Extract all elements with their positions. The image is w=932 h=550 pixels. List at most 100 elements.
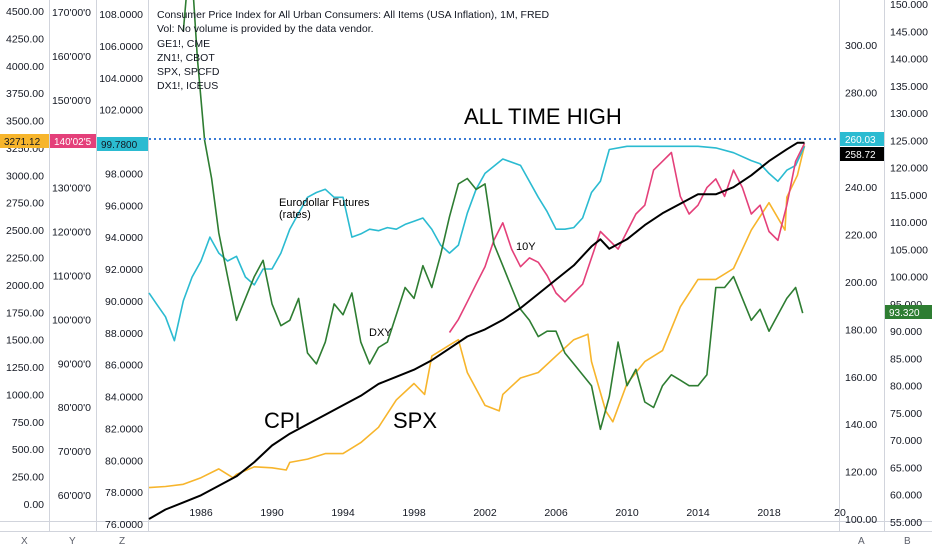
cpi-line bbox=[148, 141, 805, 520]
cpi-axis-tick: 160.00 bbox=[845, 372, 877, 384]
eurodollar-axis-tick: 94.0000 bbox=[105, 232, 143, 244]
x-axis-tick: 2018 bbox=[757, 507, 781, 519]
dxy-last-badge: 93.320 bbox=[885, 305, 932, 319]
spx-axis-tick: 0.00 bbox=[24, 499, 45, 511]
eurodollar-axis-tick: 84.0000 bbox=[105, 392, 143, 404]
dxy-axis-tick: 135.000 bbox=[890, 81, 928, 93]
x-axis-letter: X bbox=[21, 536, 28, 547]
ath-level-value: 260.03 bbox=[845, 135, 876, 146]
ten-year-axis-tick: 60'00'0 bbox=[58, 490, 91, 502]
legend-note: Vol: No volume is provided by the data v… bbox=[157, 23, 374, 36]
spx-axis-tick: 2500.00 bbox=[6, 225, 44, 237]
ten-year-axis-tick: 110'00'0 bbox=[53, 270, 91, 282]
all-time-high-label: ALL TIME HIGH bbox=[464, 104, 622, 129]
eurodollar-axis-tick: 78.0000 bbox=[105, 487, 143, 499]
eurodollar-axis-tick: 80.0000 bbox=[105, 455, 143, 467]
eurodollar-label: Eurodollar Futures bbox=[279, 197, 370, 209]
spx-axis-tick: 4250.00 bbox=[6, 33, 44, 45]
z-axis-letter: Z bbox=[119, 536, 125, 547]
cpi-axis-tick: 220.00 bbox=[845, 230, 877, 242]
eurodollar-last-badge: 99.7800 bbox=[97, 137, 148, 151]
b-axis-letter: B bbox=[904, 536, 911, 547]
ath-level-badge: 260.03 bbox=[840, 132, 884, 146]
axis-ticks: 4500.004250.004000.003750.003500.003250.… bbox=[6, 0, 928, 531]
eurodollar-axis-tick: 90.0000 bbox=[105, 296, 143, 308]
spx-axis-tick: 500.00 bbox=[12, 444, 44, 456]
x-axis-tick: 1998 bbox=[402, 507, 426, 519]
cpi-axis-tick: 200.00 bbox=[845, 277, 877, 289]
dxy-axis-tick: 70.000 bbox=[890, 435, 922, 447]
eurodollar-axis-tick: 106.0000 bbox=[99, 41, 143, 53]
x-axis-tick: 1994 bbox=[331, 507, 355, 519]
cpi-axis-tick: 140.00 bbox=[845, 419, 877, 431]
x-axis-tick: 1986 bbox=[189, 507, 213, 519]
eurodollar-axis-tick: 102.0000 bbox=[99, 105, 143, 117]
spx-axis-tick: 1000.00 bbox=[6, 389, 44, 401]
spx-axis-tick: 1750.00 bbox=[6, 307, 44, 319]
spx-last-value: 3271.12 bbox=[4, 137, 41, 148]
spx-axis-tick: 250.00 bbox=[12, 472, 44, 484]
ten-year-axis-tick: 150'00'0 bbox=[52, 95, 91, 107]
ten-year-axis-tick: 170'00'0 bbox=[52, 7, 91, 19]
spx-axis-tick: 750.00 bbox=[12, 417, 44, 429]
legend-symbol: GE1!, CME bbox=[157, 37, 211, 50]
cpi-axis-tick: 300.00 bbox=[845, 40, 877, 52]
ten-year-axis-tick: 90'00'0 bbox=[58, 358, 91, 370]
spx-axis-tick: 3000.00 bbox=[6, 170, 44, 182]
cpi-last-value: 258.72 bbox=[845, 150, 876, 161]
dxy-axis-tick: 110.000 bbox=[890, 217, 927, 229]
dxy-axis-tick: 150.000 bbox=[890, 0, 928, 11]
x-axis-tick: 2002 bbox=[473, 507, 497, 519]
ten-year-last-value: 140'02'5 bbox=[54, 137, 92, 148]
spx-line bbox=[148, 145, 806, 489]
spx-axis-tick: 4000.00 bbox=[6, 61, 44, 73]
eurodollar-axis-tick: 86.0000 bbox=[105, 360, 143, 372]
spx-axis-tick: 1250.00 bbox=[6, 362, 44, 374]
dxy-axis-tick: 115.000 bbox=[890, 190, 927, 202]
dxy-axis-tick: 145.000 bbox=[890, 26, 928, 38]
chart-legend: Consumer Price Index for All Urban Consu… bbox=[157, 8, 549, 94]
spx-axis-tick: 2000.00 bbox=[6, 280, 44, 292]
y-axis-letter: Y bbox=[69, 536, 76, 547]
x-axis-tick: 2010 bbox=[615, 507, 639, 519]
cpi-axis-tick: 280.00 bbox=[845, 87, 877, 99]
dxy-axis-tick: 120.000 bbox=[890, 163, 928, 175]
eurodollar-axis-tick: 76.0000 bbox=[105, 519, 143, 531]
eurodollar-axis-tick: 88.0000 bbox=[105, 328, 143, 340]
dxy-axis-tick: 125.000 bbox=[890, 135, 928, 147]
dxy-last-value: 93.320 bbox=[889, 308, 920, 319]
dxy-axis-tick: 65.000 bbox=[890, 462, 922, 474]
a-axis-letter: A bbox=[858, 536, 865, 547]
dxy-axis-tick: 75.000 bbox=[890, 408, 922, 420]
spx-axis-tick: 2750.00 bbox=[6, 198, 44, 210]
ten-year-axis-tick: 70'00'0 bbox=[58, 446, 91, 458]
eurodollar-sublabel: (rates) bbox=[279, 209, 311, 221]
dxy-axis-tick: 100.000 bbox=[890, 272, 928, 284]
x-axis-tick: 20 bbox=[834, 507, 846, 519]
cpi-axis-tick: 120.00 bbox=[845, 467, 877, 479]
ten-year-last-badge: 140'02'5 bbox=[50, 134, 96, 148]
dxy-line bbox=[182, 0, 804, 431]
spx-axis-tick: 3500.00 bbox=[6, 116, 44, 128]
ten-year-line bbox=[448, 142, 806, 333]
dxy-axis-tick: 130.000 bbox=[890, 108, 928, 120]
eurodollar-last-value: 99.7800 bbox=[101, 140, 138, 151]
ten-year-axis-tick: 80'00'0 bbox=[58, 402, 91, 414]
spx-axis-tick: 2250.00 bbox=[6, 253, 44, 265]
x-axis-tick: 2006 bbox=[544, 507, 568, 519]
eurodollar-axis-tick: 92.0000 bbox=[105, 264, 143, 276]
legend-title: Consumer Price Index for All Urban Consu… bbox=[157, 9, 550, 21]
dxy-label: DXY bbox=[369, 327, 392, 339]
spx-last-badge: 3271.12 bbox=[0, 134, 49, 148]
eurodollar-axis-tick: 108.0000 bbox=[99, 9, 143, 21]
x-axis-tick: 2014 bbox=[686, 507, 710, 519]
ten-year-axis-tick: 100'00'0 bbox=[52, 314, 91, 326]
cpi-axis-tick: 240.00 bbox=[845, 182, 877, 194]
eurodollar-axis-tick: 96.0000 bbox=[105, 200, 143, 212]
ten-year-label: 10Y bbox=[516, 241, 536, 253]
ten-year-axis-tick: 160'00'0 bbox=[52, 51, 91, 63]
spx-axis-tick: 1500.00 bbox=[6, 335, 44, 347]
legend-symbol: DX1!, ICEUS bbox=[157, 80, 219, 93]
ten-year-axis-tick: 130'00'0 bbox=[52, 183, 91, 195]
